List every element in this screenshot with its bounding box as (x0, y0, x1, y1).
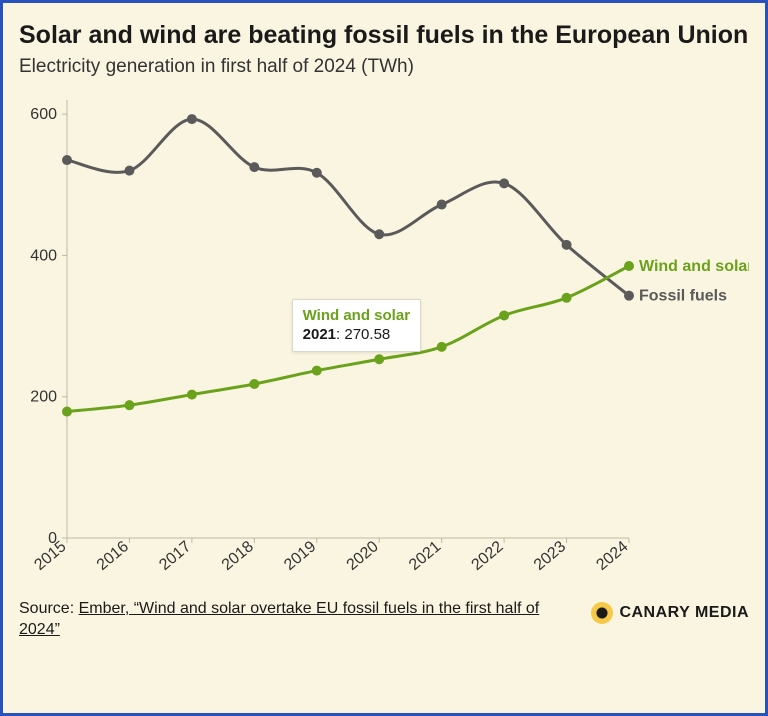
source-prefix: Source: (19, 600, 79, 617)
svg-text:2022: 2022 (468, 538, 506, 574)
svg-text:2019: 2019 (281, 538, 319, 574)
chart-tooltip: Wind and solar 2021: 270.58 (292, 299, 421, 352)
publisher-logo: CANARY MEDIA (591, 602, 749, 624)
svg-text:600: 600 (30, 106, 57, 123)
svg-text:2023: 2023 (531, 538, 569, 574)
svg-text:400: 400 (30, 247, 57, 264)
source-line: Source: Ember, “Wind and solar overtake … (19, 598, 559, 641)
svg-text:2016: 2016 (94, 538, 132, 574)
svg-text:2018: 2018 (219, 538, 257, 574)
svg-text:200: 200 (30, 388, 57, 405)
chart-card: Solar and wind are beating fossil fuels … (0, 0, 768, 716)
chart-subtitle: Electricity generation in first half of … (19, 56, 749, 78)
chart-title: Solar and wind are beating fossil fuels … (19, 21, 749, 50)
tooltip-value: 270.58 (344, 326, 390, 343)
svg-text:2017: 2017 (156, 538, 194, 574)
svg-text:Wind and solar: Wind and solar (639, 258, 749, 275)
svg-text:2020: 2020 (344, 538, 382, 574)
tooltip-series: Wind and solar (303, 307, 410, 324)
canary-icon (591, 602, 613, 624)
svg-text:2024: 2024 (593, 538, 631, 574)
publisher-name: CANARY MEDIA (619, 604, 749, 622)
footer-row: Source: Ember, “Wind and solar overtake … (19, 598, 749, 641)
line-chart: 0200400600201520162017201820192020202120… (19, 84, 749, 594)
tooltip-year: 2021 (303, 326, 336, 343)
source-link[interactable]: Ember, “Wind and solar overtake EU fossi… (19, 600, 539, 639)
svg-text:2021: 2021 (406, 538, 444, 574)
svg-text:Fossil fuels: Fossil fuels (639, 287, 727, 304)
